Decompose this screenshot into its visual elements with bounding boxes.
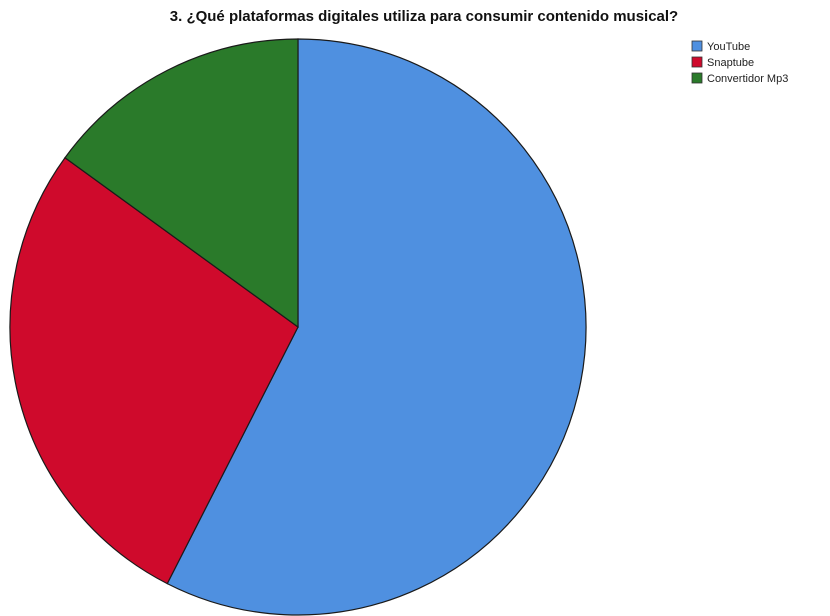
chart-title: 3. ¿Qué plataformas digitales utiliza pa… (170, 8, 678, 25)
legend-swatch-convertidor-mp3 (691, 72, 703, 84)
pie-slice-snaptube (9, 156, 299, 585)
legend-label-convertidor-mp3: Convertidor Mp3 (707, 73, 788, 85)
legend-item-snaptube: Snaptube (691, 56, 754, 69)
legend-swatch-snaptube (691, 56, 703, 68)
pie-slice-youtube (166, 38, 587, 616)
legend-label-youtube: YouTube (707, 41, 750, 53)
pie-slice-convertidor-mp3 (64, 38, 299, 329)
legend-item-convertidor-mp3: Convertidor Mp3 (691, 72, 788, 85)
legend: YouTube Snaptube Convertidor Mp3 (691, 40, 788, 85)
legend-label-snaptube: Snaptube (707, 57, 754, 69)
legend-swatch-youtube (691, 40, 703, 52)
pie-slices (9, 38, 587, 616)
legend-item-youtube: YouTube (691, 40, 750, 53)
